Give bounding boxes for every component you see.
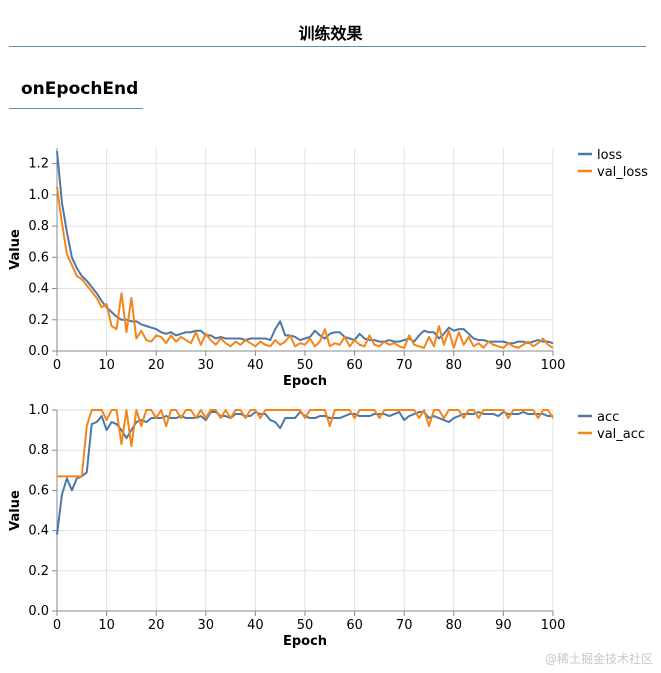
x-tick-label: 70 [396,618,413,633]
series-line-val-loss [56,186,554,349]
x-tick-label: 80 [446,358,463,373]
legend-label: acc [597,410,619,425]
y-tick-label: 0.4 [28,524,49,539]
y-axis-title: Value [8,490,23,531]
legend-label: val_loss [597,165,648,180]
y-tick-label: 0.6 [28,483,49,498]
x-tick-label: 10 [98,618,115,633]
x-tick-label: 90 [495,358,512,373]
y-tick-label: 0.8 [28,443,49,458]
y-tick-label: 0.4 [28,282,49,297]
tab-underline [9,108,143,109]
x-tick-label: 60 [346,618,363,633]
x-axis-title: Epoch [283,634,327,649]
x-tick-label: 70 [396,358,413,373]
x-tick-label: 50 [297,358,314,373]
tab-onepochend[interactable]: onEpochEnd [21,79,139,99]
x-tick-label: 50 [297,618,314,633]
title-divider [9,46,646,47]
x-tick-label: 0 [53,618,61,633]
x-tick-label: 100 [541,618,566,633]
legend-label: val_acc [597,427,645,442]
x-tick-label: 30 [198,358,215,373]
x-tick-label: 100 [541,358,566,373]
y-tick-label: 0.8 [28,219,49,234]
y-tick-label: 0.6 [28,250,49,265]
y-tick-label: 1.0 [28,188,49,203]
x-tick-label: 60 [346,358,363,373]
y-tick-label: 1.0 [28,403,49,418]
series-line-val-acc [57,409,554,478]
x-tick-label: 30 [198,618,215,633]
x-tick-label: 20 [148,358,165,373]
x-tick-label: 20 [148,618,165,633]
accuracy-chart: 0.0 0.2 0.4 0.6 0.8 1.0 0 10 20 30 40 50 60 70 80 90 100… [8,403,645,649]
loss-chart: 0.0 0.2 0.4 0.6 0.8 1.0 1.2 0 10 20 30 40 50 60 70 80 90… [8,148,648,389]
x-tick-label: 40 [247,358,264,373]
page-title: 训练效果 [298,24,363,43]
legend-label: loss [597,148,622,163]
x-axis-title: Epoch [283,374,327,389]
y-tick-label: 0.0 [28,604,49,619]
x-tick-label: 0 [53,358,61,373]
x-tick-label: 80 [446,618,463,633]
series-line-loss [56,151,554,345]
x-tick-label: 10 [98,358,115,373]
y-tick-label: 0.0 [28,344,49,359]
y-tick-label: 0.2 [28,564,49,579]
x-tick-label: 40 [247,618,264,633]
y-tick-label: 1.2 [28,157,49,172]
x-tick-label: 90 [495,618,512,633]
y-axis-title: Value [8,229,23,270]
y-tick-label: 0.2 [28,313,49,328]
watermark: @稀土掘金技术社区 [544,652,653,666]
